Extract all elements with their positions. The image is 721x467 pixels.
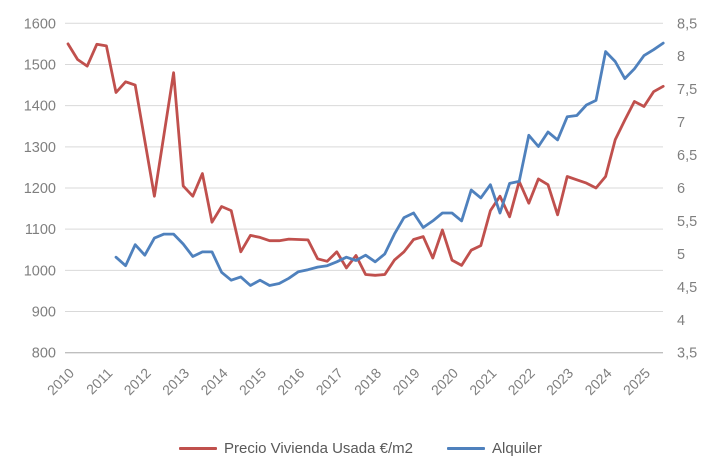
chart-legend: Precio Vivienda Usada €/m2 Alquiler	[0, 440, 721, 457]
left-axis-tick-label: 1200	[24, 181, 56, 197]
x-axis-tick-label: 2024	[581, 365, 614, 398]
left-axis-tick-label: 1300	[24, 140, 56, 156]
x-axis-tick-label: 2017	[313, 365, 346, 398]
left-axis-tick-label: 1000	[24, 263, 56, 279]
x-axis-tick-label: 2023	[543, 365, 576, 398]
x-axis-tick-label: 2014	[197, 365, 230, 398]
right-axis-tick-label: 8	[677, 49, 685, 65]
right-axis-tick-label: 5,5	[677, 214, 697, 230]
x-axis-tick-label: 2018	[351, 365, 384, 398]
x-axis-tick-label: 2013	[159, 365, 192, 398]
left-axis-tick-label: 1600	[24, 16, 56, 32]
x-axis-tick-label: 2021	[466, 365, 499, 398]
right-axis-tick-label: 7,5	[677, 82, 697, 98]
precio-vivienda-series-line	[66, 42, 665, 277]
x-axis-tick-label: 2012	[121, 365, 154, 398]
x-axis-tick-label: 2025	[620, 365, 653, 398]
left-axis-tick-label: 900	[32, 305, 56, 321]
legend-label-precio-vivienda: Precio Vivienda Usada €/m2	[223, 440, 413, 457]
legend-label-alquiler: Alquiler	[491, 440, 543, 457]
right-axis-tick-label: 4	[677, 313, 685, 329]
right-axis-tick-label: 3,5	[677, 346, 697, 362]
right-axis-tick-label: 4,5	[677, 280, 697, 296]
x-axis-tick-label: 2016	[274, 365, 307, 398]
left-axis-tick-label: 1500	[24, 57, 56, 73]
right-axis-tick-label: 8,5	[677, 16, 697, 32]
left-axis-tick-label: 1100	[25, 222, 56, 238]
x-axis-tick-label: 2011	[83, 365, 116, 398]
x-axis-tick-label: 2022	[505, 365, 538, 398]
x-axis-tick-label: 2020	[428, 365, 461, 398]
right-axis-tick-label: 7	[677, 115, 685, 131]
x-axis-tick-label: 2010	[44, 365, 77, 398]
left-axis-tick-label: 1400	[24, 99, 56, 115]
x-axis-tick-label: 2015	[236, 365, 269, 398]
legend-line-swatch-blue	[446, 447, 485, 450]
x-axis-tick-label: 2019	[389, 365, 422, 398]
legend-line-swatch-red	[178, 447, 217, 450]
legend-item-alquiler[interactable]: Alquiler	[446, 440, 543, 457]
legend-item-precio-vivienda[interactable]: Precio Vivienda Usada €/m2	[178, 440, 413, 457]
right-axis-tick-label: 5	[677, 247, 685, 263]
left-axis-tick-label: 800	[32, 346, 56, 362]
right-axis-tick-label: 6	[677, 181, 685, 197]
alquiler-series-line	[114, 41, 665, 287]
right-axis-tick-label: 6,5	[677, 148, 697, 164]
